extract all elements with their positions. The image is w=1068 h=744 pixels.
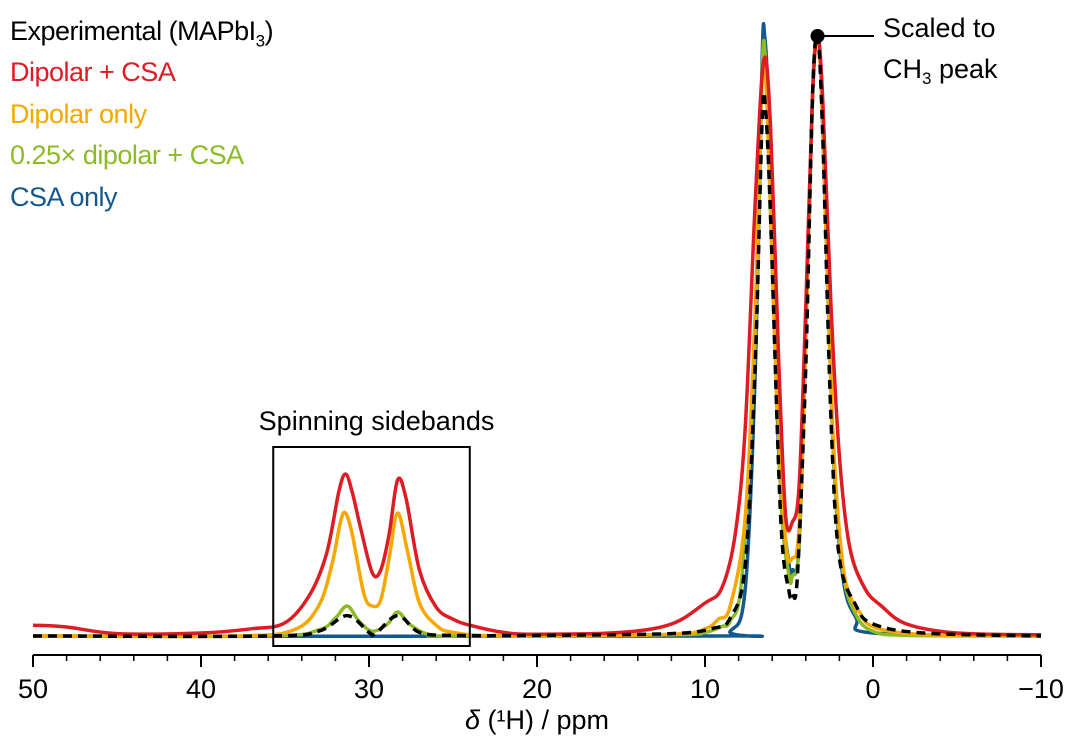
series-layer	[32, 21, 1042, 639]
sidebands-label: Spinning sidebands	[259, 406, 495, 436]
scaled-label-ch: CH	[883, 54, 922, 84]
scaled-label-line2: CH3 peak	[883, 54, 998, 88]
sidebands-box	[272, 446, 471, 647]
legend-experimental-label: Experimental (MAPbI	[10, 16, 256, 46]
legend-csa-only: CSA only	[10, 182, 118, 212]
x-tick-label: 50	[18, 674, 48, 704]
x-tick-label: 0	[865, 674, 880, 704]
series-experimental-line	[32, 32, 1042, 639]
legend-dipolar-only: Dipolar only	[10, 99, 147, 129]
x-axis-title-rest: (¹H) / ppm	[480, 705, 609, 735]
x-tick-label: −10	[1018, 674, 1064, 704]
series-dipolar-csa-line	[32, 34, 1042, 637]
x-tick-label: 40	[186, 674, 216, 704]
scaled-label-peak: peak	[931, 54, 998, 84]
legend-experimental: Experimental (MAPbI3)	[10, 16, 274, 56]
legend-dipolar-csa: Dipolar + CSA	[10, 57, 176, 87]
legend-quarter-dipolar-csa: 0.25× dipolar + CSA	[10, 140, 244, 170]
legend-csa-only-label: CSA only	[10, 182, 118, 212]
legend-dipolar-csa-label: Dipolar + CSA	[10, 57, 176, 87]
series-quarter-dipolar-csa-line	[32, 33, 1042, 639]
annotation-layer: Spinning sidebands Scaled to CH3 peak	[259, 13, 998, 647]
scaled-marker-dot	[810, 29, 825, 43]
x-axis-title: δ (¹H) / ppm	[465, 705, 609, 735]
legend-experimental-suffix: )	[264, 16, 274, 46]
x-tick-label: 20	[522, 674, 552, 704]
series-csa-only-line	[32, 21, 1042, 639]
series-dipolar-only-line	[32, 33, 1042, 639]
scaled-label-line1: Scaled to	[883, 13, 996, 43]
legend-experimental-sub: 3	[255, 31, 265, 51]
x-axis-title-symbol: δ	[465, 705, 481, 735]
x-tick-label: 10	[690, 674, 720, 704]
x-tick-label: 30	[354, 674, 384, 704]
x-axis: 50 40 30 20 10 0 −10	[18, 654, 1064, 704]
scaled-label-sub: 3	[922, 69, 931, 88]
legend-quarter-dipolar-csa-label: 0.25× dipolar + CSA	[10, 140, 244, 170]
legend-dipolar-only-label: Dipolar only	[10, 99, 147, 129]
